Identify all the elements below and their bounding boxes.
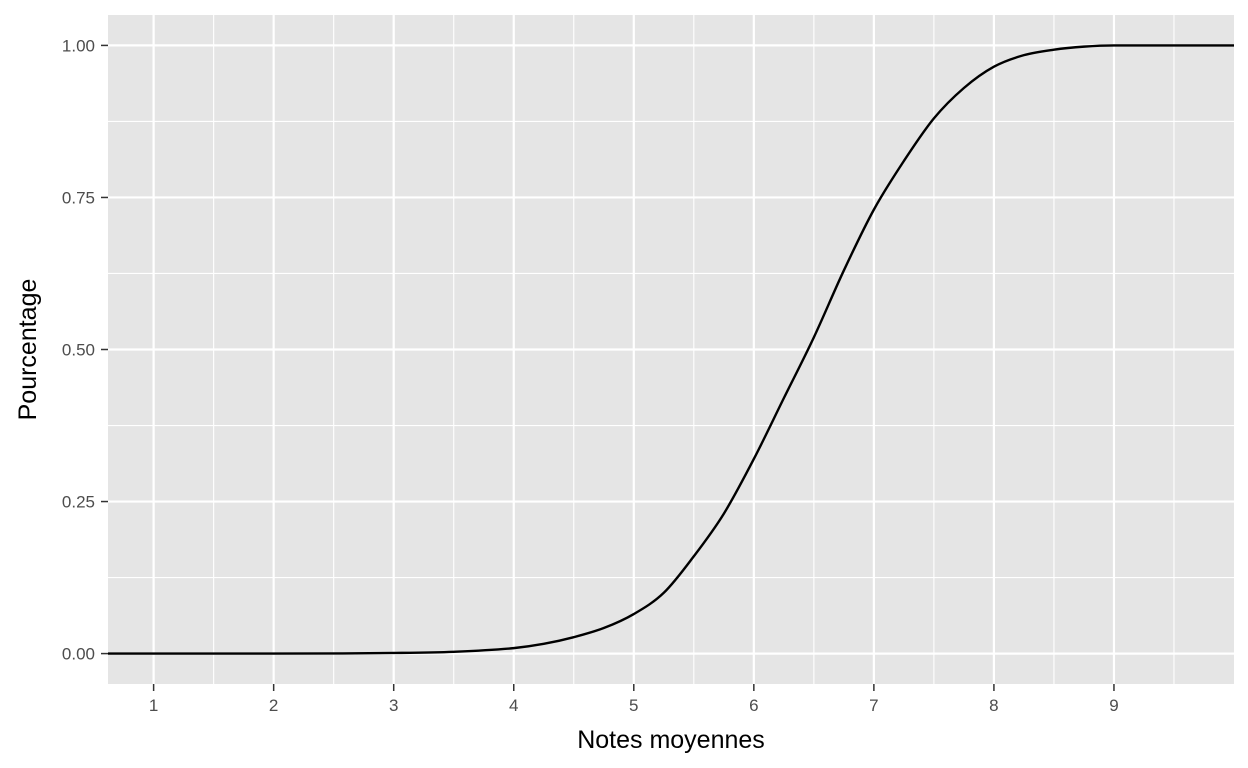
x-tick-label: 3 (389, 696, 398, 715)
y-tick-label: 0.25 (62, 493, 95, 512)
y-tick-label: 0.50 (62, 341, 95, 360)
x-tick-label: 6 (749, 696, 758, 715)
y-tick-label: 0.75 (62, 188, 95, 207)
cumulative-curve (108, 44, 1234, 655)
x-tick-label: 2 (269, 696, 278, 715)
major-gridlines (108, 15, 1234, 684)
x-tick-label: 9 (1109, 696, 1118, 715)
x-tick-label: 1 (149, 696, 158, 715)
y-axis-title: Pourcentage (14, 279, 42, 421)
y-axis: 0.00 0.25 0.50 0.75 1.00 (62, 36, 108, 664)
x-tick-label: 4 (509, 696, 518, 715)
y-tick-label: 1.00 (62, 36, 95, 55)
x-tick-label: 8 (989, 696, 998, 715)
x-axis-title: Notes moyennes (577, 726, 765, 754)
x-tick-label: 7 (869, 696, 878, 715)
x-axis: 1 2 3 4 5 6 7 8 9 (149, 684, 1119, 715)
x-tick-label: 5 (629, 696, 638, 715)
y-tick-label: 0.00 (62, 645, 95, 664)
